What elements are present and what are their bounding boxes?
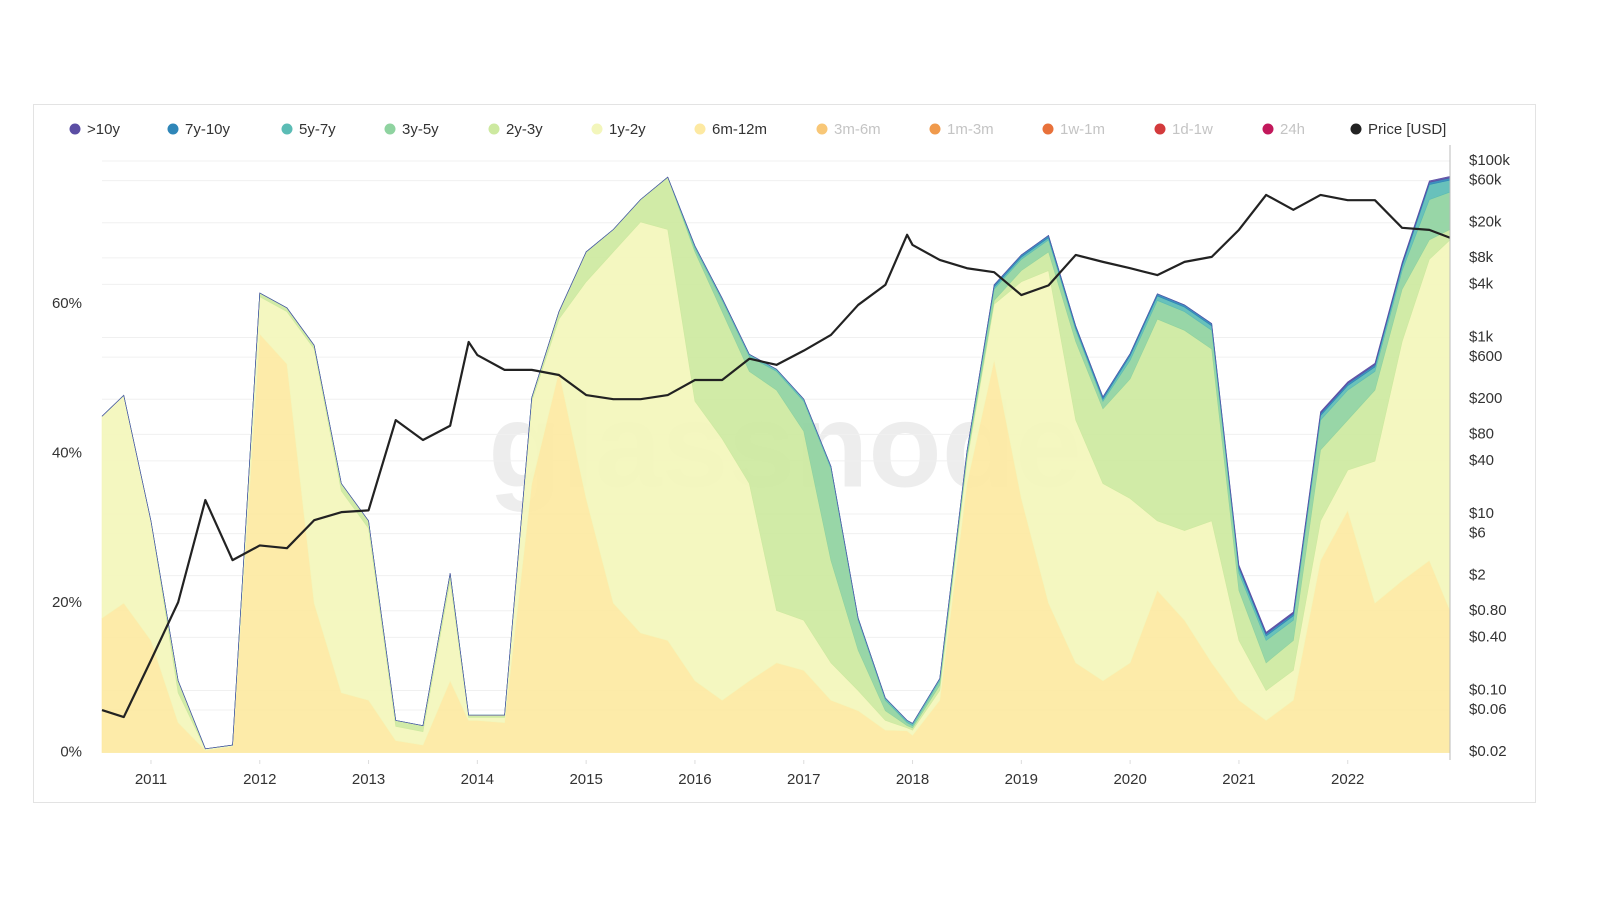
legend-marker[interactable] [488, 123, 500, 135]
legend-marker[interactable] [384, 123, 396, 135]
legend-marker[interactable] [591, 123, 603, 135]
legend-label[interactable]: 24h [1280, 121, 1305, 138]
y-tick-label: 60% [52, 295, 82, 312]
x-tick-label: 2013 [352, 771, 385, 788]
y-tick-label: 0% [60, 743, 82, 760]
legend-marker[interactable] [1262, 123, 1274, 135]
y2-tick-label: $20k [1469, 214, 1502, 231]
legend-marker[interactable] [281, 123, 293, 135]
x-tick-label: 2014 [461, 771, 494, 788]
x-tick-label: 2019 [1005, 771, 1038, 788]
y2-tick-label: $100k [1469, 152, 1510, 169]
legend-marker[interactable] [167, 123, 179, 135]
y2-tick-label: $0.02 [1469, 743, 1507, 760]
y2-tick-label: $10 [1469, 505, 1494, 522]
y2-tick-label: $2 [1469, 567, 1486, 584]
y2-tick-label: $6 [1469, 525, 1486, 542]
y2-tick-label: $1k [1469, 328, 1494, 345]
legend-label[interactable]: >10y [87, 121, 120, 138]
y2-tick-label: $0.06 [1469, 701, 1507, 718]
legend-marker[interactable] [929, 123, 941, 135]
price-line [101, 193, 1451, 719]
legend-label[interactable]: 3y-5y [402, 121, 439, 138]
legend-label[interactable]: 6m-12m [712, 121, 767, 138]
legend-marker[interactable] [1154, 123, 1166, 135]
x-tick-label: 2017 [787, 771, 820, 788]
y2-tick-label: $40 [1469, 452, 1494, 469]
x-tick-label: 2015 [569, 771, 602, 788]
legend-marker[interactable] [816, 123, 828, 135]
legend-marker[interactable] [694, 123, 706, 135]
x-tick-label: 2018 [896, 771, 929, 788]
legend-label[interactable]: 1m-3m [947, 121, 994, 138]
y2-tick-label: $4k [1469, 275, 1494, 292]
y-tick-label: 40% [52, 445, 82, 462]
x-tick-label: 2012 [243, 771, 276, 788]
legend-label[interactable]: 5y-7y [299, 121, 336, 138]
legend-label[interactable]: 2y-3y [506, 121, 543, 138]
x-tick-label: 2021 [1222, 771, 1255, 788]
y2-tick-label: $0.80 [1469, 602, 1507, 619]
y2-tick-label: $200 [1469, 390, 1502, 407]
y-tick-label: 20% [52, 594, 82, 611]
y2-tick-label: $0.40 [1469, 628, 1507, 645]
legend-label[interactable]: Price [USD] [1368, 121, 1446, 138]
legend-marker[interactable] [1350, 123, 1362, 135]
legend-label[interactable]: 1y-2y [609, 121, 646, 138]
y2-tick-label: $60k [1469, 172, 1502, 189]
y2-tick-label: $600 [1469, 348, 1502, 365]
legend-label[interactable]: 7y-10y [185, 121, 231, 138]
x-tick-label: 2020 [1113, 771, 1146, 788]
legend-marker[interactable] [69, 123, 81, 135]
y2-tick-label: $0.10 [1469, 681, 1507, 698]
y2-tick-label: $80 [1469, 425, 1494, 442]
legend-label[interactable]: 1w-1m [1060, 121, 1105, 138]
x-tick-label: 2011 [135, 771, 167, 788]
legend-marker[interactable] [1042, 123, 1054, 135]
legend-label[interactable]: 3m-6m [834, 121, 881, 138]
legend-label[interactable]: 1d-1w [1172, 121, 1213, 138]
x-tick-label: 2016 [678, 771, 711, 788]
y2-tick-label: $8k [1469, 249, 1494, 266]
x-tick-label: 2022 [1331, 771, 1364, 788]
